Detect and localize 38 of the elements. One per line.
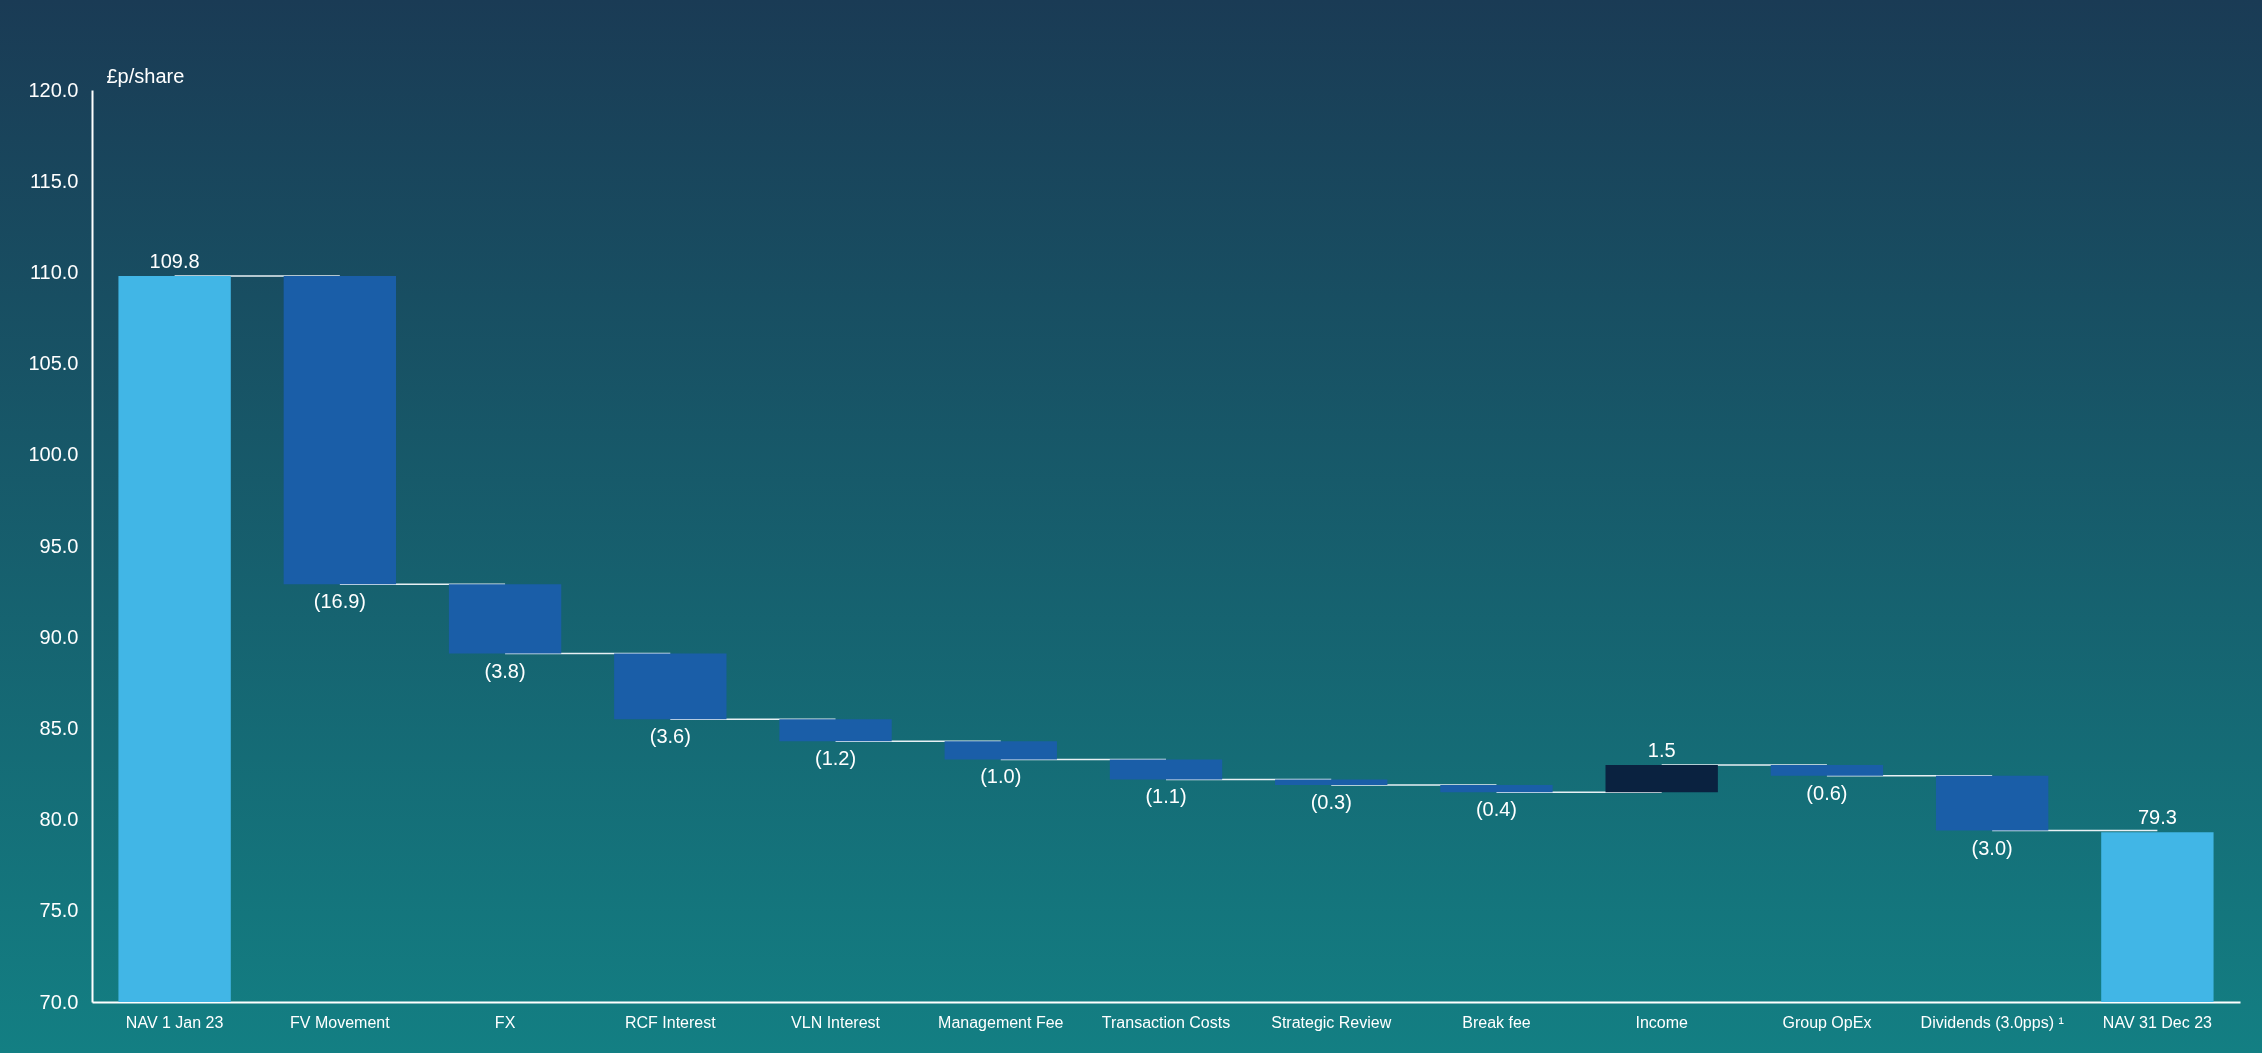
y-axis-title: £p/share — [106, 64, 185, 87]
x-tick-label: FX — [494, 1013, 516, 1031]
data-label: (1.1) — [1145, 785, 1187, 808]
x-tick-label: Group OpEx — [1782, 1013, 1872, 1031]
y-tick-label: 105.0 — [28, 352, 79, 375]
data-label: (1.2) — [814, 747, 857, 770]
y-tick-label: 110.0 — [29, 260, 79, 283]
x-tick-label: Break fee — [1462, 1013, 1531, 1031]
x-tick-label: Income — [1635, 1013, 1689, 1031]
x-tick-label: RCF Interest — [624, 1013, 717, 1031]
y-tick-label: 75.0 — [39, 899, 79, 922]
y-tick-label: 80.0 — [39, 808, 79, 831]
data-label: 109.8 — [149, 250, 200, 273]
x-tick-label: NAV 31 Dec 23 — [2102, 1013, 2213, 1031]
y-tick-label: 120.0 — [28, 78, 79, 101]
y-tick-label: 70.0 — [39, 990, 79, 1013]
x-tick-label: Dividends (3.0pps) ¹ — [1920, 1013, 2064, 1031]
y-tick-label: 115.0 — [29, 169, 79, 192]
x-tick-label: Strategic Review — [1271, 1013, 1392, 1031]
data-label: 79.3 — [2137, 806, 2177, 829]
x-tick-label: Transaction Costs — [1101, 1013, 1231, 1031]
y-tick-label: 95.0 — [39, 534, 79, 557]
x-tick-label: Management Fee — [938, 1013, 1064, 1031]
data-label: (0.3) — [1310, 790, 1352, 813]
data-label: (1.0) — [980, 765, 1022, 788]
data-label: 1.5 — [1647, 738, 1676, 761]
data-label: (16.9) — [313, 590, 366, 613]
x-tick-label: FV Movement — [290, 1013, 391, 1031]
data-label: (0.6) — [1806, 781, 1848, 804]
x-tick-label: VLN Interest — [791, 1013, 881, 1031]
y-tick-label: 90.0 — [39, 625, 79, 648]
data-label: (3.6) — [649, 725, 691, 748]
y-tick-label: 100.0 — [28, 443, 79, 466]
data-label: (0.4) — [1475, 798, 1518, 821]
data-label: (3.0) — [1971, 836, 2013, 859]
x-tick-label: NAV 1 Jan 23 — [125, 1013, 224, 1031]
data-label: (3.8) — [484, 659, 526, 682]
y-tick-label: 85.0 — [39, 716, 79, 739]
